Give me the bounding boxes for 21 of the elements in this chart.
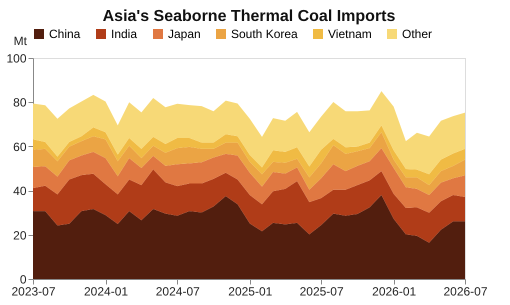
y-axis-title: Mt <box>14 34 28 48</box>
x-tick-label: 2023-07 <box>11 284 56 298</box>
legend-label: South Korea <box>231 27 298 41</box>
legend-label: Other <box>402 27 432 41</box>
legend-label: India <box>111 27 138 41</box>
y-tick-label: 80 <box>13 96 27 110</box>
legend-label: China <box>49 27 81 41</box>
x-tick-label: 2026-07 <box>443 284 488 298</box>
x-tick-label: 2024-01 <box>84 284 128 298</box>
chart-title: Asia's Seaborne Thermal Coal Imports <box>102 8 396 25</box>
x-tick-label: 2025-07 <box>300 284 344 298</box>
legend-label: Vietnam <box>328 27 372 41</box>
y-tick-label: 0 <box>20 272 27 286</box>
x-tick-label: 2024-07 <box>156 284 200 298</box>
legend-label: Japan <box>168 27 201 41</box>
y-tick-label: 40 <box>13 184 27 198</box>
x-tick-label: 2026-01 <box>372 284 416 298</box>
y-tick-label: 60 <box>13 140 27 154</box>
x-tick-label: 2025-01 <box>228 284 273 298</box>
y-tick-label: 100 <box>6 52 27 66</box>
y-tick-label: 20 <box>13 228 27 242</box>
